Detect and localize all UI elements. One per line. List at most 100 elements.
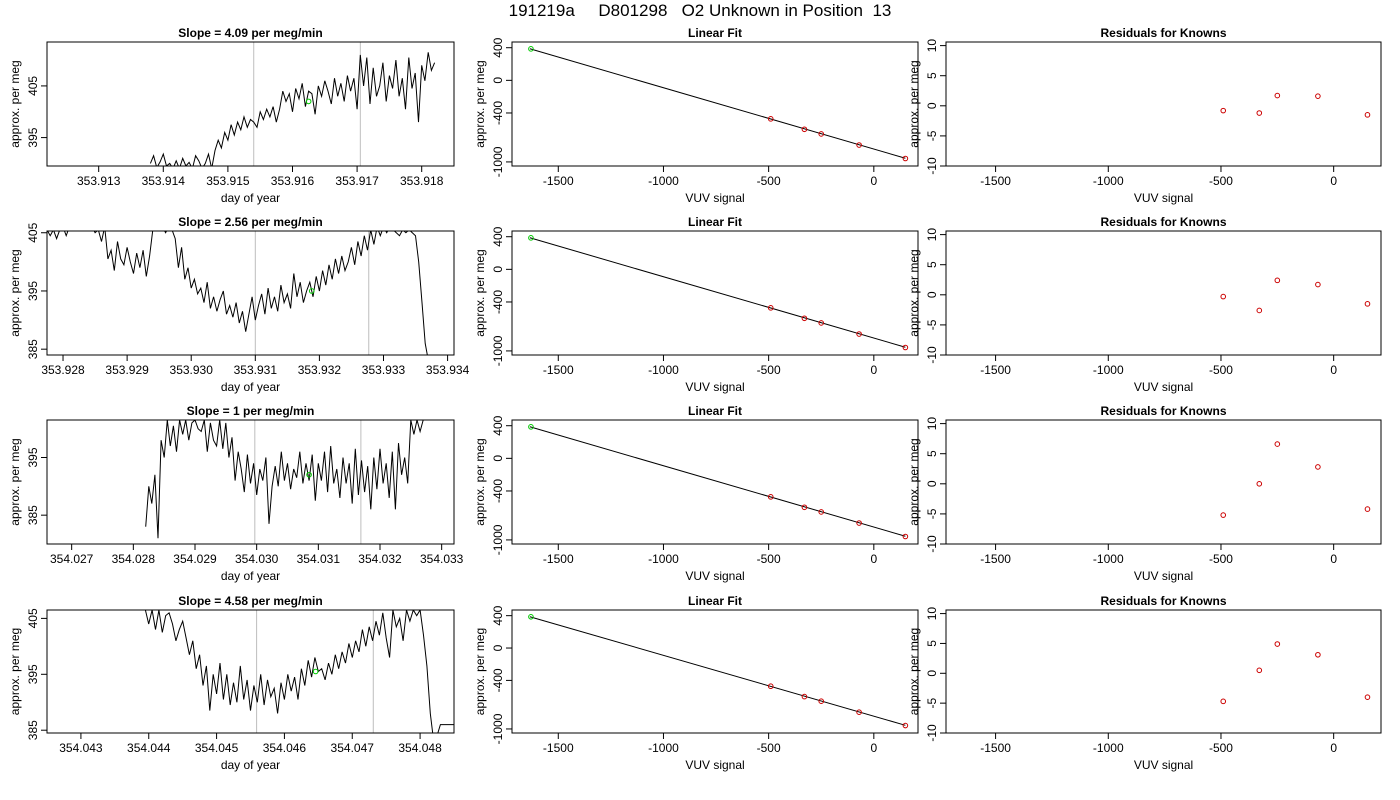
plot-frame [511,41,919,167]
panel-title: Slope = 1 per meg/min [187,404,315,418]
known-point [902,155,909,162]
x-tick-label: -500 [757,741,781,755]
known-point [1364,694,1371,700]
panel-title: Slope = 4.58 per meg/min [178,594,322,608]
x-axis-label: VUV signal [685,191,744,205]
y-tick-label: -10 [925,157,939,175]
known-point [767,116,774,122]
y-axis-label: approx. per meg [907,249,921,336]
x-tick-label: 353.931 [234,363,278,377]
x-tick-label: 354.045 [195,741,239,755]
y-axis-label: approx. per meg [907,628,921,715]
known-point [1220,698,1227,705]
panel-4-3: Residuals for Knowns -1500 -1000 -500 0 -10 -5… [907,594,1382,772]
x-tick-label: -1000 [1093,552,1124,566]
x-tick-label: 354.043 [59,741,103,755]
plot-frame [46,41,455,167]
x-axis-label: VUV signal [1134,569,1193,583]
y-tick-label: 0 [925,480,939,487]
y-tick-label: -1000 [491,713,505,744]
panel-title: Slope = 4.09 per meg/min [178,26,322,40]
known-point [902,344,909,351]
panel-3-2: Linear Fit -1500 -1000 -500 0 -1000 -400 0 400 VU… [473,404,919,583]
figure-title: 191219a D801298 O2 Unknown in Position 1… [508,1,892,20]
series-line [144,610,454,733]
x-axis-label: day of year [221,569,280,583]
x-tick-label: 0 [870,363,877,377]
known-point [1274,441,1281,447]
y-tick-label: 385 [26,505,40,525]
plot-area [528,46,909,162]
x-tick-label: 354.044 [127,741,171,755]
x-tick-label: -1000 [648,363,679,377]
known-point [767,494,774,500]
panel-3-3: Residuals for Knowns -1500 -1000 -500 0 -10 -5… [907,404,1382,583]
x-tick-label: -1500 [543,363,574,377]
plot-frame [945,419,1382,545]
panel-1-1: Slope = 4.09 per meg/min 353.913 353.914 35… [8,26,455,205]
x-axis-label: VUV signal [685,380,744,394]
x-tick-label: 0 [1330,552,1337,566]
y-tick-label: -10 [925,346,939,364]
x-tick-label: 354.032 [358,552,402,566]
y-tick-label: 400 [491,226,505,246]
known-point [1220,512,1227,518]
series-line [149,52,436,166]
y-tick-label: 10 [925,417,939,431]
panel-1-3: Residuals for Knowns -1500 -1000 -500 0 -10 -5… [907,26,1382,205]
known-point [856,142,862,148]
y-tick-label: 400 [491,605,505,625]
panel-title: Slope = 2.56 per meg/min [178,215,322,229]
y-tick-label: -400 [491,101,505,125]
x-tick-label: 353.914 [142,174,186,188]
y-tick-label: 405 [26,76,40,96]
fit-line [529,48,906,159]
x-tick-label: 0 [1330,174,1337,188]
known-point [767,683,774,690]
x-tick-label: -1000 [1093,174,1124,188]
y-tick-label: 10 [925,228,939,242]
x-tick-label: 353.918 [400,174,444,188]
panel-4-1: Slope = 4.58 per meg/min 354.043 354.044 35… [8,594,455,772]
x-tick-label: 353.917 [335,174,379,188]
fit-line [529,426,906,537]
x-tick-label: 353.913 [77,174,121,188]
x-axis-label: day of year [221,191,280,205]
y-tick-label: 395 [26,281,40,301]
panel-3-1: Slope = 1 per meg/min 354.027 354.028 354.0… [8,404,464,583]
panel-title: Residuals for Knowns [1100,215,1226,229]
known-point [818,131,825,137]
y-tick-label: -5 [925,130,939,141]
y-tick-label: 0 [925,291,939,298]
unknown-point [528,613,534,620]
panel-title: Linear Fit [688,404,742,418]
x-tick-label: -500 [1209,174,1233,188]
known-point [801,504,808,511]
x-tick-label: -500 [1209,363,1233,377]
x-axis-label: VUV signal [685,758,744,772]
x-tick-label: 0 [1330,741,1337,755]
x-tick-label: -1000 [1093,363,1124,377]
plot-frame [511,609,919,734]
y-tick-label: -5 [925,697,939,708]
x-tick-label: 354.027 [50,552,94,566]
x-tick-label: 0 [870,741,877,755]
y-tick-label: 400 [491,37,505,57]
plot-area [149,42,436,166]
y-tick-label: 405 [26,222,40,242]
panel-title: Linear Fit [688,26,742,40]
panel-2-1: Slope = 2.56 per meg/min 353.928 353.929 35… [8,215,470,394]
known-point [1315,93,1321,99]
unknown-point [528,46,534,52]
x-tick-label: 354.031 [297,552,341,566]
x-tick-label: 0 [870,174,877,188]
x-tick-label: -1000 [1093,741,1124,755]
plot-frame [945,230,1382,356]
x-tick-label: -1000 [648,174,679,188]
y-tick-label: 5 [925,450,939,457]
y-tick-label: -5 [925,319,939,330]
x-tick-label: 353.932 [298,363,342,377]
y-axis-label: approx. per meg [473,60,487,147]
y-tick-label: 400 [491,415,505,435]
